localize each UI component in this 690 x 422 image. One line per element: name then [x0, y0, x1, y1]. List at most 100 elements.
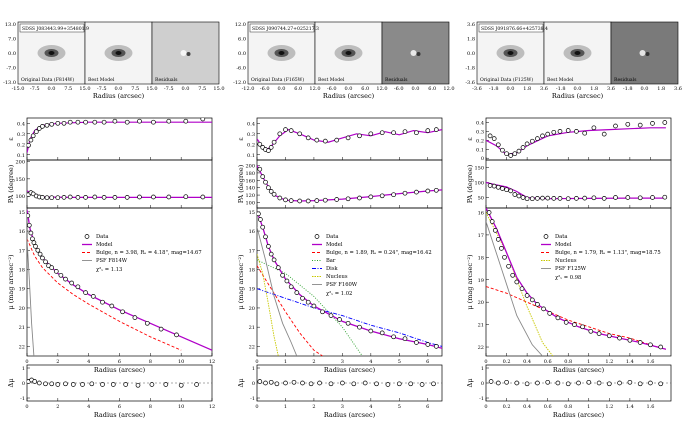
mu-series — [27, 209, 212, 356]
plot-xlabel: Radius (arcsec) — [553, 366, 605, 374]
residual-point — [648, 380, 653, 386]
residual-ylabel: Δμ — [466, 379, 474, 388]
data-point — [565, 128, 571, 133]
ellipticity-axes: 0 0.1 0.2 0.3 0.4 ε — [466, 117, 672, 162]
data-point — [601, 196, 607, 201]
data-point — [580, 324, 585, 330]
data-point — [137, 194, 142, 200]
xtick-label: 2 — [56, 359, 59, 365]
image-ytick: -7.0 — [6, 66, 16, 72]
data-point — [591, 125, 597, 131]
residual-point — [545, 379, 551, 385]
ytick-label: 150 — [474, 166, 484, 172]
xtick-label: 2 — [56, 404, 59, 410]
object-name-box — [19, 23, 85, 33]
model-line — [486, 208, 667, 350]
data-point — [565, 196, 571, 202]
image-xtick: 6.0 — [361, 86, 369, 92]
residual-point — [70, 382, 76, 387]
data-point — [314, 198, 320, 203]
residual-ylabel: Δμ — [7, 379, 15, 388]
data-point — [28, 230, 34, 236]
galaxy-core — [345, 51, 352, 55]
data-point — [508, 153, 514, 158]
ytick-label: 0 — [252, 381, 255, 387]
residual-point — [257, 379, 263, 384]
pa-ylabel: PA (degree) — [7, 164, 15, 203]
data-point — [491, 183, 497, 189]
nucleus-component-line — [257, 253, 279, 356]
xtick-label: 3 — [341, 359, 344, 365]
data-point — [277, 195, 283, 201]
data-point — [49, 121, 55, 127]
xtick-label: 3 — [341, 404, 344, 410]
data-point — [391, 334, 396, 340]
ytick-label: 0.4 — [476, 120, 484, 126]
xtick-label: 0 — [25, 404, 28, 410]
residual-point — [283, 380, 288, 386]
data-point — [322, 197, 328, 203]
mu-axes: 16 17 18 19 20 21 22 0 0.2 0.4 0.6 0.8 1 1.2 1.4 1.6 μ (… — [466, 207, 672, 374]
data-point — [260, 224, 266, 230]
data-point — [402, 190, 408, 196]
legend-data-label: Data — [326, 234, 338, 240]
data-point — [345, 320, 351, 326]
data-point — [345, 196, 351, 202]
data-point — [92, 119, 98, 125]
data-point — [582, 195, 588, 201]
image-ytick: -3.6 — [465, 80, 475, 86]
residual-point — [328, 381, 334, 387]
residual-point — [396, 381, 402, 387]
data-point — [425, 128, 431, 133]
image-ytick: 0.0 — [238, 51, 246, 57]
data-point — [541, 306, 546, 312]
residual-point — [36, 380, 42, 386]
data-point — [183, 194, 189, 200]
image-xtick: 0.0 — [182, 86, 190, 92]
xtick-label: 5 — [398, 404, 401, 410]
xtick-label: 8 — [149, 359, 152, 365]
image-ytick: -1.8 — [465, 66, 475, 72]
residual-point — [100, 382, 105, 387]
image-xtick: 15.0 — [79, 86, 90, 92]
image-label: Residuals — [155, 77, 178, 83]
legend-data-marker — [314, 234, 320, 239]
image-ytick: -13.0 — [3, 80, 16, 86]
data-point — [300, 295, 305, 301]
ellipticity-ylabel: ε — [466, 137, 474, 141]
plot-xlabel: Radius (arcsec) — [94, 411, 146, 419]
data-point — [433, 187, 439, 193]
data-point — [30, 191, 36, 197]
ytick-label: 16 — [478, 210, 484, 216]
bulge-component-line — [27, 238, 182, 351]
ytick-label: 21 — [478, 323, 484, 329]
ytick-label: 16 — [19, 229, 25, 235]
data-point — [357, 324, 362, 330]
data-point — [508, 188, 514, 194]
residual-point — [362, 380, 368, 386]
data-point — [658, 344, 664, 350]
ytick-label: 0.1 — [247, 153, 255, 159]
image-label: Original Data (F165W) — [251, 76, 304, 83]
data-point — [563, 320, 569, 325]
ytick-label: 0 — [22, 381, 25, 387]
image-xtick: -6.0 — [260, 86, 270, 92]
image-xtick: 0.0 — [48, 86, 56, 92]
residual-point — [488, 379, 494, 384]
xtick-label: 1.2 — [605, 359, 613, 365]
data-point — [320, 309, 325, 315]
data-point — [49, 265, 55, 270]
data-point — [500, 147, 505, 153]
data-point — [63, 276, 68, 282]
data-point — [551, 129, 557, 135]
mu-frame — [26, 207, 213, 357]
ytick-label: 1 — [252, 366, 255, 372]
residual-point — [495, 380, 501, 386]
data-point — [58, 272, 64, 278]
ytick-label: 0 — [481, 156, 484, 162]
image-ytick: -6.0 — [236, 66, 246, 72]
data-point — [37, 251, 43, 257]
